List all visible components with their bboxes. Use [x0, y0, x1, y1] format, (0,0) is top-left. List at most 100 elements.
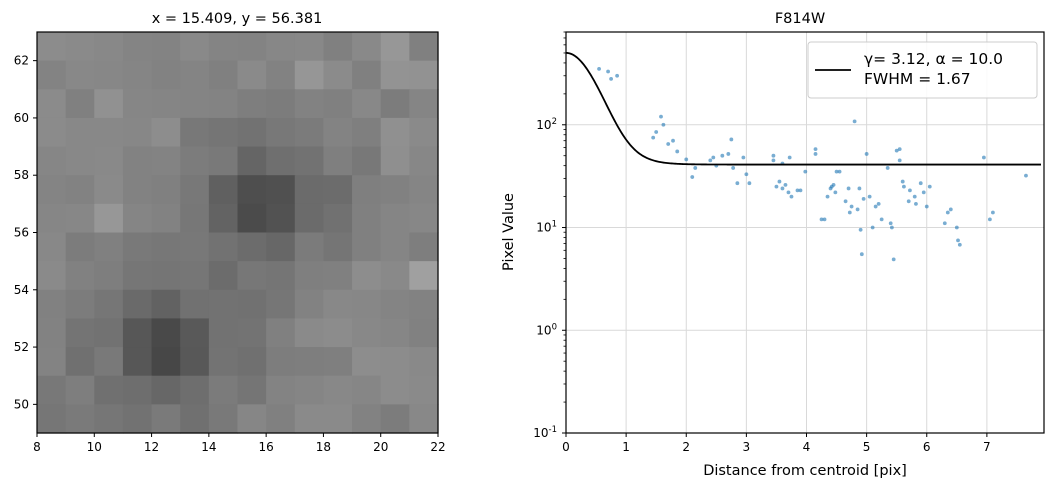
- heatmap-cell: [180, 32, 210, 62]
- heatmap-cell: [122, 404, 153, 434]
- heatmap-cell: [266, 318, 296, 348]
- heatmap-cell: [151, 117, 181, 148]
- heatmap-cell: [180, 175, 210, 205]
- heatmap-cell: [122, 175, 153, 205]
- data-point: [615, 73, 620, 78]
- legend-label-fwhm: FWHM = 1.67: [864, 70, 971, 88]
- heatmap-cell: [208, 375, 239, 405]
- heatmap-cell: [37, 32, 67, 62]
- heatmap-cell: [352, 89, 382, 119]
- heatmap-cell: [180, 89, 210, 119]
- heatmap-cell: [294, 175, 325, 205]
- heatmap-cell: [180, 232, 210, 262]
- heatmap-cell: [122, 318, 153, 348]
- y-tick-label: 56: [14, 226, 29, 240]
- data-point: [852, 119, 857, 124]
- y-tick-label: 10-1: [533, 425, 557, 440]
- heatmap-cell: [380, 404, 410, 434]
- x-tick-label: 20: [373, 440, 388, 454]
- heatmap-cell: [409, 146, 439, 176]
- heatmap-cell: [323, 261, 353, 291]
- heatmap-cell: [208, 117, 239, 148]
- heatmap-cell: [208, 261, 239, 291]
- legend-box: [807, 41, 1038, 99]
- heatmap-cell: [94, 117, 124, 148]
- x-tick-label: 14: [201, 440, 216, 454]
- heatmap-cell: [151, 60, 181, 90]
- heatmap-cell: [266, 375, 296, 405]
- heatmap-cell: [122, 60, 153, 90]
- data-point: [684, 157, 689, 162]
- y-tick-label: 58: [14, 168, 29, 182]
- data-point: [798, 188, 803, 193]
- data-point: [843, 199, 848, 204]
- legend: γ= 3.12, α = 10.0 FWHM = 1.67: [807, 41, 1038, 99]
- y-tick-label: 102: [536, 117, 557, 132]
- heatmap-cell: [352, 232, 382, 262]
- cutout-title: x = 15.409, y = 56.381: [152, 11, 323, 27]
- heatmap-cell: [180, 289, 210, 320]
- heatmap-cell: [94, 175, 124, 205]
- heatmap-cell: [37, 347, 67, 377]
- heatmap-cell: [323, 146, 353, 176]
- data-point: [927, 184, 932, 189]
- data-point: [902, 184, 906, 189]
- data-point: [954, 225, 959, 230]
- heatmap-cell: [208, 60, 239, 90]
- heatmap-cell: [208, 318, 239, 348]
- heatmap-cell: [37, 232, 67, 262]
- profile-plot-panel: F814W 0 1 2 3 4 5 6 7 10-1 100 101 102 Distance fr…: [501, 11, 1045, 479]
- y-tick-label: 62: [14, 54, 29, 68]
- data-point: [729, 137, 734, 142]
- heatmap-cell: [352, 175, 382, 205]
- x-tick-label: 8: [33, 440, 41, 454]
- heatmap-cell: [294, 146, 325, 176]
- heatmap-cell: [208, 146, 239, 176]
- heatmap-cell: [94, 347, 124, 377]
- heatmap-cell: [266, 404, 296, 434]
- heatmap-cell: [122, 89, 153, 119]
- data-point: [693, 166, 698, 170]
- data-point: [787, 155, 792, 160]
- data-point: [864, 152, 869, 156]
- x-tick-label: 7: [983, 440, 991, 454]
- data-point: [894, 148, 899, 153]
- heatmap-cell: [380, 318, 410, 348]
- heatmap-cell: [409, 289, 439, 320]
- heatmap-cell: [65, 32, 95, 62]
- heatmap-cell: [323, 60, 353, 90]
- profile-y-axis: 10-1 100 101 102: [533, 31, 566, 440]
- y-axis-label: Pixel Value: [501, 193, 517, 271]
- heatmap-cell: [380, 175, 410, 205]
- data-point: [859, 252, 864, 257]
- heatmap-cell: [65, 175, 95, 205]
- heatmap-cell: [294, 60, 325, 90]
- heatmap-cell: [237, 404, 267, 434]
- heatmap-cell: [266, 203, 296, 234]
- data-point: [825, 194, 830, 199]
- data-point: [735, 181, 740, 186]
- heatmap-cell: [94, 375, 124, 405]
- data-point: [889, 225, 894, 230]
- heatmap-cell: [237, 261, 267, 291]
- x-tick-label: 10: [87, 440, 102, 454]
- heatmap-cell: [94, 32, 124, 62]
- data-point: [744, 172, 749, 177]
- heatmap-cell: [294, 375, 325, 405]
- profile-grid: [566, 32, 1044, 433]
- data-point: [711, 155, 716, 160]
- data-point: [876, 201, 881, 206]
- heatmap-cell: [237, 375, 267, 405]
- heatmap-cell: [94, 146, 124, 176]
- data-point: [747, 181, 752, 186]
- data-point: [831, 182, 836, 187]
- cutout-y-axis: 50 52 54 56 58 60 62: [14, 54, 37, 411]
- cutout-x-axis: 8 10 12 14 16 18 20 22: [33, 433, 446, 454]
- data-point: [803, 169, 808, 174]
- heatmap-cell: [37, 261, 67, 291]
- heatmap-cell: [380, 146, 410, 176]
- heatmap-cell: [37, 146, 67, 176]
- heatmap-cell: [180, 146, 210, 176]
- heatmap-cell: [151, 347, 181, 377]
